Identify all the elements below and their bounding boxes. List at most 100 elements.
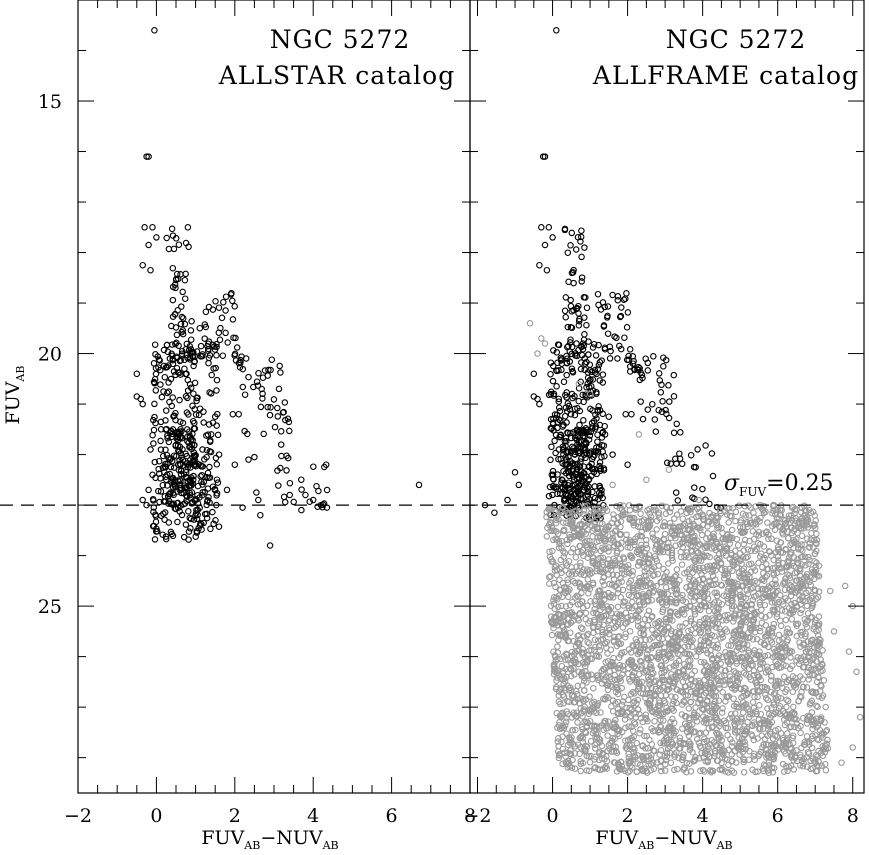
data-point	[659, 608, 666, 616]
data-point	[747, 568, 755, 576]
data-point	[784, 571, 791, 578]
data-point	[790, 562, 797, 570]
data-point	[698, 601, 706, 609]
data-point	[811, 512, 819, 519]
data-point	[811, 619, 819, 626]
data-point	[659, 398, 666, 405]
data-point	[793, 632, 801, 640]
data-point	[626, 704, 633, 712]
data-point	[693, 718, 701, 725]
data-point	[777, 730, 785, 737]
data-point	[143, 153, 150, 160]
data-point	[757, 514, 764, 522]
data-point	[157, 366, 164, 374]
data-point	[176, 396, 183, 404]
data-point	[613, 540, 621, 548]
data-point	[165, 362, 172, 369]
data-point	[661, 522, 669, 530]
data-point	[680, 739, 687, 747]
data-point	[147, 266, 154, 274]
data-point	[173, 452, 180, 460]
data-point	[560, 421, 567, 429]
data-point	[545, 224, 553, 231]
data-point	[212, 298, 219, 305]
data-point	[603, 725, 610, 732]
data-point	[735, 734, 742, 741]
data-point	[662, 699, 669, 707]
data-point	[548, 443, 555, 451]
data-point	[618, 566, 626, 573]
data-point	[687, 508, 694, 516]
data-point	[552, 583, 559, 591]
data-point	[645, 699, 652, 707]
data-point	[557, 586, 564, 594]
data-point	[729, 534, 736, 542]
data-point	[554, 603, 562, 611]
data-point	[838, 759, 845, 766]
data-point	[617, 312, 625, 320]
data-point	[614, 296, 622, 304]
data-point	[595, 529, 602, 537]
data-point	[572, 570, 579, 577]
data-point	[724, 595, 732, 603]
data-point	[558, 710, 566, 718]
data-point	[769, 769, 777, 776]
data-point	[724, 588, 731, 595]
data-point	[567, 242, 574, 249]
data-point	[764, 696, 772, 704]
data-point	[692, 463, 699, 471]
data-point	[614, 727, 621, 734]
data-point	[615, 579, 622, 587]
data-point	[549, 234, 556, 241]
data-point	[189, 417, 197, 425]
data-point	[602, 695, 609, 703]
data-point	[810, 522, 818, 530]
data-point	[766, 721, 773, 729]
data-point	[593, 415, 600, 422]
data-point	[573, 304, 581, 312]
data-point	[550, 527, 558, 534]
data-point	[594, 290, 602, 298]
data-point	[181, 295, 189, 302]
data-point	[552, 414, 560, 422]
data-point	[584, 488, 592, 496]
data-point	[187, 336, 195, 343]
data-point	[562, 559, 570, 567]
data-point	[638, 665, 646, 672]
data-point	[579, 604, 587, 612]
data-point	[709, 601, 717, 608]
data-point	[718, 582, 726, 589]
data-point	[568, 734, 575, 741]
data-point	[554, 359, 561, 367]
data-point	[627, 712, 635, 720]
data-point	[741, 536, 749, 544]
data-point	[581, 244, 588, 251]
allstar-points	[133, 27, 423, 549]
data-point	[550, 536, 557, 544]
data-point	[610, 544, 617, 551]
data-point	[770, 690, 778, 698]
data-point	[687, 768, 695, 775]
data-point	[602, 673, 610, 681]
data-point	[803, 602, 811, 610]
data-point	[580, 649, 587, 657]
data-point	[709, 472, 717, 480]
data-point	[766, 612, 773, 619]
data-point	[679, 753, 686, 760]
data-point	[179, 446, 186, 453]
data-point	[645, 551, 653, 558]
data-point	[666, 724, 674, 731]
data-point	[552, 449, 559, 457]
data-point	[198, 471, 206, 479]
data-point	[174, 433, 182, 441]
data-point	[662, 406, 669, 414]
data-point	[562, 454, 569, 461]
data-point	[703, 543, 710, 550]
data-point	[615, 640, 623, 648]
data-point	[666, 612, 674, 619]
data-point	[245, 373, 252, 381]
data-point	[631, 752, 638, 760]
data-point	[743, 520, 751, 527]
data-point	[636, 646, 644, 654]
data-point	[709, 512, 717, 519]
